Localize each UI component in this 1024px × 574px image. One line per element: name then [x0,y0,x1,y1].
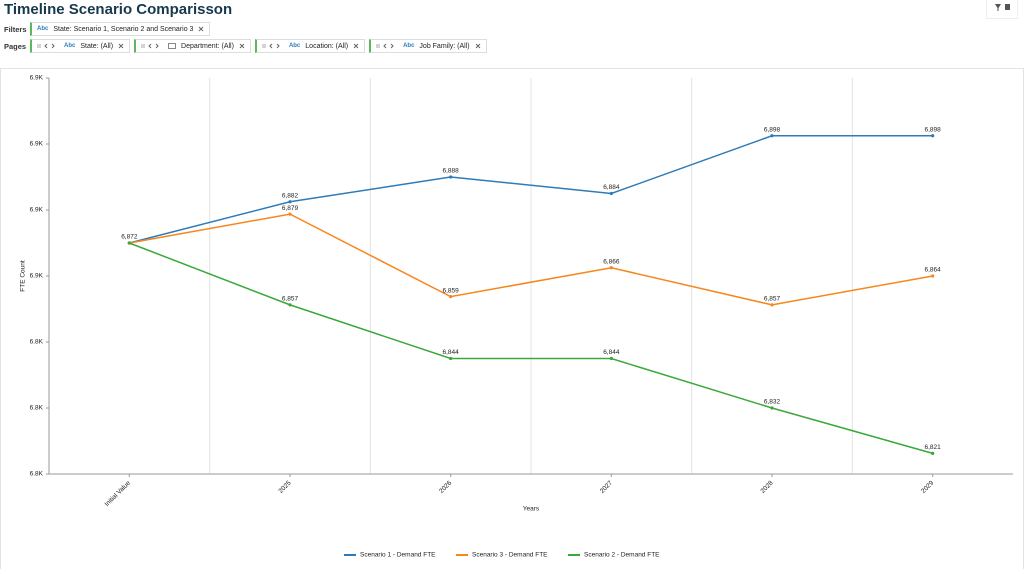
nav-icons [376,43,394,49]
data-label: 6,888 [443,168,460,175]
data-point [288,303,292,307]
y-tick-label: 6.9K [30,273,44,280]
data-label: 6,857 [764,296,781,303]
page-pill[interactable]: Abc Location: (All) [254,39,366,53]
toolbar[interactable] [986,0,1018,19]
data-point [609,266,613,270]
close-icon[interactable] [353,43,359,49]
data-point [288,212,292,216]
data-point [931,134,935,138]
pill-text: Job Family: (All) [419,42,470,50]
toolbar-icons [995,4,1010,11]
x-tick-label: 2025 [277,479,292,494]
badge: Abc [37,26,49,32]
filters-label: Filters [4,24,27,34]
data-point [609,356,613,361]
data-label: 6,864 [925,267,942,274]
data-label: 6,872 [121,234,138,241]
series-line [129,135,933,244]
y-tick-label: 6.8K [30,339,44,346]
close-icon[interactable] [239,43,245,49]
pill-text: State: Scenario 1, Scenario 2 and Scenar… [53,25,194,33]
x-tick-label: Initial Value [104,479,133,508]
badge: Abc [64,43,76,49]
data-point [931,274,935,278]
badge: Abc [288,43,301,49]
type-icon [168,43,177,49]
series-line [129,213,933,306]
pill-text: State: (All) [80,42,114,50]
data-point [288,200,292,204]
data-label: 6,821 [925,444,942,451]
nav-icons [37,43,55,49]
page-pill[interactable]: Abc State: (All) [30,39,131,53]
data-point [770,303,774,307]
data-label: 6,879 [282,205,299,212]
page-pill[interactable]: Department: (All) [134,39,251,53]
x-tick-label: 2026 [438,479,453,494]
page-title: Timeline Scenario Comparisson [4,1,233,18]
legend-label: Scenario 1 - Demand FTE [360,552,436,559]
nav-icons [141,43,159,49]
data-label: 6,898 [925,126,942,133]
data-label: 6,882 [282,192,299,199]
data-point [609,191,613,196]
pages-row: Pages Abc State: (All) Department: (All) Ab… [4,39,487,53]
data-label: 6,866 [603,258,620,265]
close-icon[interactable] [198,26,204,32]
pill-text: Department: (All) [181,42,234,50]
data-label: 6,832 [764,399,781,406]
data-label: 6,857 [282,296,299,303]
pages-label: Pages [4,41,27,51]
data-point [449,295,453,299]
data-label: 6,844 [603,349,620,356]
series-line [129,242,933,455]
nav-icons [262,43,280,49]
y-tick-label: 6.8K [30,405,44,412]
legend-label: Scenario 2 - Demand FTE [584,552,660,559]
pill-text: Location: (All) [305,42,349,50]
data-label: 6,898 [764,126,781,133]
data-label: 6,844 [443,349,460,356]
x-tick-label: 2029 [920,479,935,494]
chart: FTE Count Years 6.8K 6.8K 6.8K 6.9K 6.9K 6.9K… [20,75,1013,559]
data-point [449,175,453,179]
close-icon[interactable] [475,43,481,49]
badge: Abc [403,43,415,49]
legend-label: Scenario 3 - Demand FTE [472,552,548,559]
chart-panel: FTE Count Years 6.8K 6.8K 6.8K 6.9K 6.9K 6.9K… [0,68,1024,569]
y-tick-label: 6.8K [30,471,44,478]
y-axis-label: FTE Count [20,260,27,292]
data-point [770,406,774,410]
close-icon[interactable] [118,43,124,49]
y-tick-label: 6.9K [30,141,44,148]
data-point [127,241,131,245]
x-tick-label: 2028 [759,479,774,494]
data-label: 6,884 [603,184,620,191]
y-tick-label: 6.9K [30,207,44,214]
filters-row: Filters Abc State: Scenario 1, Scenario … [4,22,211,36]
y-tick-label: 6.9K [30,75,44,82]
data-point [449,356,453,361]
page-pill[interactable]: Abc Job Family: (All) [369,39,487,53]
data-point [931,451,935,455]
data-label: 6,859 [443,287,460,294]
filter-pill[interactable]: Abc State: Scenario 1, Scenario 2 and Sc… [30,22,211,36]
data-point [770,134,774,138]
x-axis-label: Years [523,506,540,513]
x-tick-label: 2027 [599,479,614,494]
